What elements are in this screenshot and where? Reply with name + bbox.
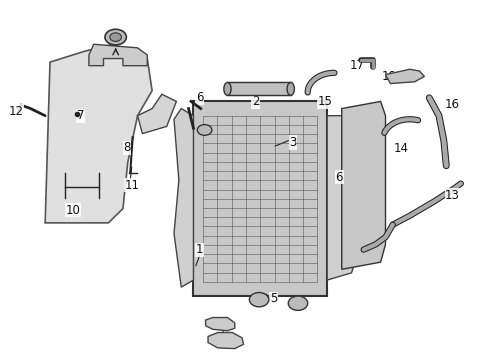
Polygon shape — [385, 69, 424, 84]
Polygon shape — [45, 44, 152, 223]
Text: 3: 3 — [289, 136, 296, 149]
Text: 16: 16 — [444, 98, 459, 111]
Text: 17: 17 — [349, 59, 364, 72]
Polygon shape — [174, 109, 193, 287]
Text: 8: 8 — [123, 141, 130, 154]
Text: 18: 18 — [381, 70, 396, 83]
Ellipse shape — [224, 82, 231, 95]
Text: 11: 11 — [124, 179, 139, 192]
Bar — [193, 102, 326, 296]
Text: 6: 6 — [196, 91, 203, 104]
Polygon shape — [341, 102, 385, 269]
Polygon shape — [137, 94, 176, 134]
Text: 9: 9 — [111, 31, 118, 44]
Polygon shape — [326, 116, 361, 280]
Text: 2: 2 — [251, 95, 259, 108]
Text: 1: 1 — [196, 243, 203, 256]
Polygon shape — [205, 318, 234, 331]
Text: 10: 10 — [66, 204, 81, 217]
Text: 15: 15 — [317, 95, 331, 108]
Circle shape — [287, 296, 307, 310]
Circle shape — [105, 29, 126, 45]
Polygon shape — [89, 44, 147, 66]
Circle shape — [110, 33, 121, 41]
Text: 4: 4 — [217, 322, 224, 335]
Circle shape — [197, 125, 211, 135]
Text: 7: 7 — [77, 109, 84, 122]
Text: 12: 12 — [8, 105, 23, 118]
Text: 14: 14 — [393, 142, 408, 155]
Text: 6: 6 — [335, 171, 343, 184]
Circle shape — [249, 293, 268, 307]
Text: 5: 5 — [269, 292, 277, 305]
Text: 13: 13 — [444, 189, 459, 202]
Ellipse shape — [286, 82, 294, 95]
Polygon shape — [207, 333, 243, 348]
